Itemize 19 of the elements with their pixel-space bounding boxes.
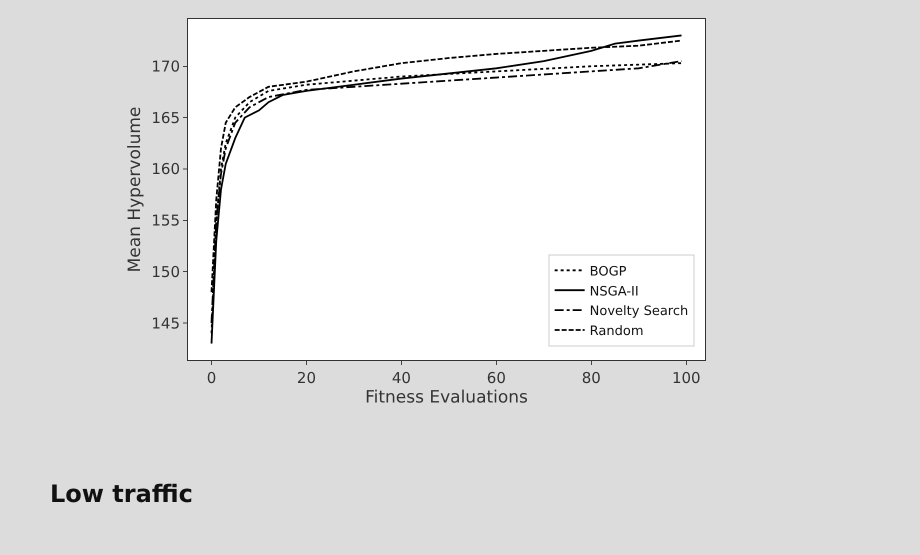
text: Low traffic: [50, 480, 193, 508]
y-tick-label: 160: [151, 160, 180, 178]
legend-label: NSGA-II: [590, 284, 639, 300]
x-tick-label: 80: [582, 369, 601, 387]
legend-label: BOGP: [590, 264, 627, 280]
x-axis-title: Fitness Evaluations: [365, 387, 528, 408]
y-tick-label: 145: [151, 314, 180, 332]
y-axis-title: Mean Hypervolume: [124, 106, 145, 272]
y-tick-label: 170: [151, 58, 180, 76]
x-tick-label: 60: [486, 369, 506, 387]
x-tick-label: 40: [392, 369, 411, 387]
y-tick-label: 155: [151, 212, 180, 230]
legend-label: Novelty Search: [590, 304, 688, 320]
legend-label: Random: [590, 324, 644, 340]
y-tick-label: 165: [151, 108, 180, 127]
x-tick-label: 20: [296, 369, 316, 387]
x-tick-label: 0: [206, 369, 216, 387]
y-tick-label: 150: [151, 262, 180, 281]
x-tick-label: 100: [672, 369, 701, 387]
